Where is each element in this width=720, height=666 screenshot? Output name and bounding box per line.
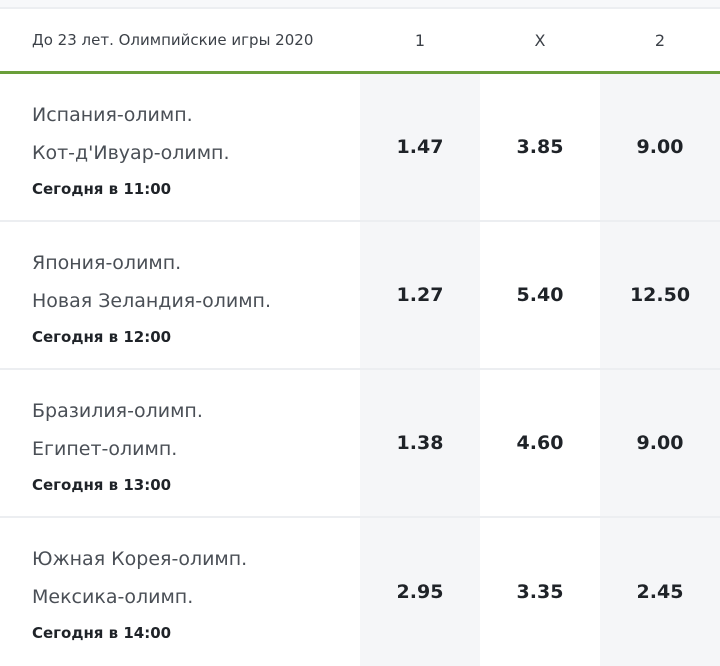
match-row: Япония-олимп. Новая Зеландия-олимп. Сего… bbox=[0, 222, 720, 370]
odd-home-win[interactable]: 1.27 bbox=[360, 222, 480, 368]
top-divider bbox=[0, 0, 720, 9]
column-header-2: 2 bbox=[654, 30, 666, 50]
column-header-1: 1 bbox=[414, 30, 426, 50]
match-row: Южная Корея-олимп. Мексика-олимп. Сегодн… bbox=[0, 518, 720, 666]
match-row: Бразилия-олимп. Египет-олимп. Сегодня в … bbox=[0, 370, 720, 518]
match-time: Сегодня в 11:00 bbox=[32, 180, 172, 198]
column-header-x: X bbox=[534, 30, 546, 50]
home-team: Бразилия-олимп. bbox=[32, 400, 203, 422]
away-team: Египет-олимп. bbox=[32, 438, 178, 460]
odd-draw[interactable]: 4.60 bbox=[516, 432, 564, 454]
odd-away-win[interactable]: 12.50 bbox=[600, 222, 720, 368]
odd-away-win[interactable]: 2.45 bbox=[600, 518, 720, 666]
odd-away-win[interactable]: 9.00 bbox=[600, 74, 720, 220]
match-info[interactable]: Испания-олимп. Кот-д'Ивуар-олимп. Сегодн… bbox=[0, 74, 360, 220]
table-header: До 23 лет. Олимпийские игры 2020 1 X 2 bbox=[0, 9, 720, 74]
home-team: Южная Корея-олимп. bbox=[32, 548, 248, 570]
match-list: Испания-олимп. Кот-д'Ивуар-олимп. Сегодн… bbox=[0, 74, 720, 666]
match-time: Сегодня в 12:00 bbox=[32, 328, 172, 346]
home-team: Япония-олимп. bbox=[32, 252, 182, 274]
odd-home-win[interactable]: 1.38 bbox=[360, 370, 480, 516]
odd-draw[interactable]: 5.40 bbox=[516, 284, 564, 306]
match-info[interactable]: Южная Корея-олимп. Мексика-олимп. Сегодн… bbox=[0, 518, 360, 666]
match-info[interactable]: Бразилия-олимп. Египет-олимп. Сегодня в … bbox=[0, 370, 360, 516]
away-team: Кот-д'Ивуар-олимп. bbox=[32, 142, 230, 164]
tournament-title: До 23 лет. Олимпийские игры 2020 bbox=[0, 31, 360, 49]
odd-home-win[interactable]: 2.95 bbox=[360, 518, 480, 666]
odd-away-win[interactable]: 9.00 bbox=[600, 370, 720, 516]
odd-draw[interactable]: 3.85 bbox=[516, 136, 564, 158]
away-team: Новая Зеландия-олимп. bbox=[32, 290, 271, 312]
match-time: Сегодня в 13:00 bbox=[32, 476, 172, 494]
match-info[interactable]: Япония-олимп. Новая Зеландия-олимп. Сего… bbox=[0, 222, 360, 368]
odd-home-win[interactable]: 1.47 bbox=[360, 74, 480, 220]
match-time: Сегодня в 14:00 bbox=[32, 624, 172, 642]
odd-draw[interactable]: 3.35 bbox=[516, 581, 564, 603]
match-row: Испания-олимп. Кот-д'Ивуар-олимп. Сегодн… bbox=[0, 74, 720, 222]
home-team: Испания-олимп. bbox=[32, 104, 193, 126]
away-team: Мексика-олимп. bbox=[32, 586, 194, 608]
